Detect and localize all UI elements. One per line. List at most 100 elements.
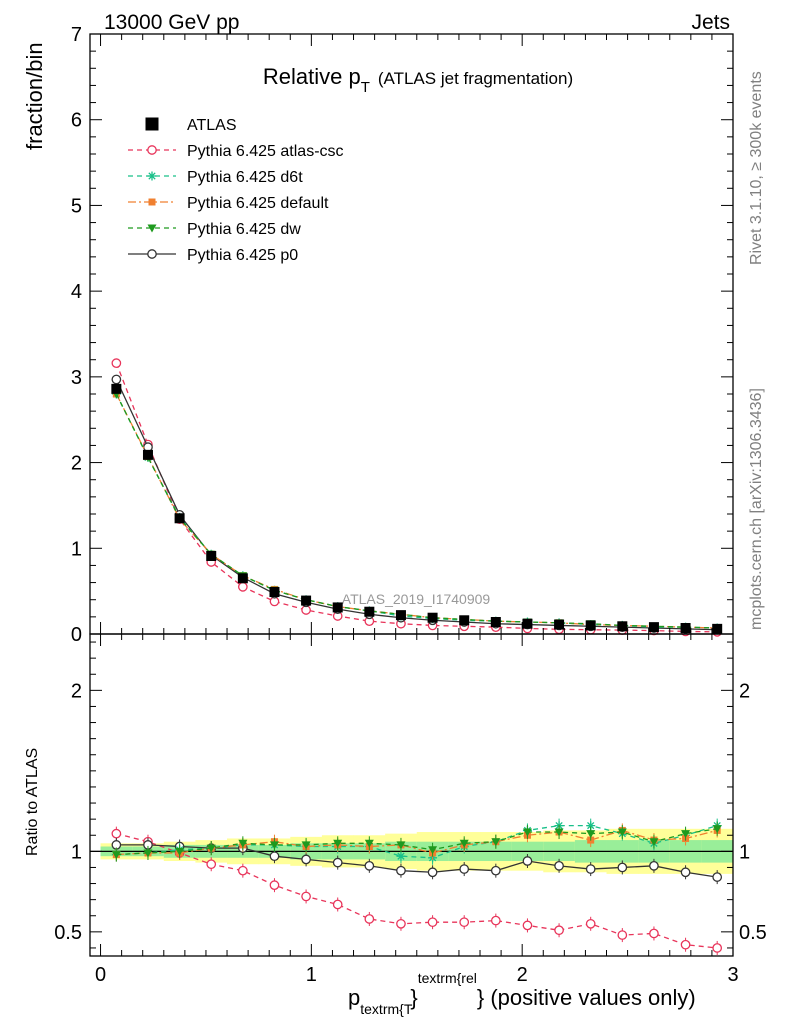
main-title: Relative pT (ATLAS jet fragmentation) [263,64,573,96]
legend-marker-d6t [147,171,157,181]
ratio-point-p0 [617,862,628,873]
ratio-frame [89,633,734,957]
legend-label-default: Pythia 6.425 default [187,195,329,212]
ratio-y-tick-label-left: 2 [71,680,82,702]
ratio-point-atlas_csc [427,917,438,928]
main-point-atlas [269,587,280,597]
main-point-atlas [427,612,438,623]
ratio-point-dw [364,839,374,848]
ratio-point-d6t [396,851,406,861]
ratio-point-atlas_csc [617,930,628,940]
legend-label-d6t: Pythia 6.425 d6t [187,169,303,186]
legend-marker-atlas [145,117,159,131]
legend-label-atlas_csc: Pythia 6.425 atlas-csc [187,143,344,160]
ratio-y-tick-label-right: 1 [739,841,750,863]
main-line-dw [115,393,718,629]
main-y-tick-label: 7 [71,24,82,46]
ratio-y-tick-label-left: 0.5 [54,922,82,944]
ratio-point-atlas_csc [269,880,280,891]
ratio-point-p0 [680,867,691,878]
main-line-atlas_csc [115,362,718,633]
header-energy-label: 13000 GeV pp [104,11,239,34]
ratio-plot-area [90,818,733,955]
main-y-tick-label: 5 [71,195,82,217]
ratio-point-dw [522,828,532,837]
ratio-point-atlas_csc [364,914,375,924]
ratio-point-p0 [522,856,533,866]
main-line-p0 [115,379,718,631]
ratio-series-dw [111,821,722,862]
main-point-atlas [459,615,470,626]
main-y-tick-label: 0 [71,624,82,646]
ratio-point-atlas_csc [712,943,723,953]
ratio-point-p0 [490,865,501,876]
main-point-atlas [111,383,122,394]
main-y-axis-label: fraction/bin [22,42,47,150]
ratio-line-atlas_csc [116,833,718,949]
ratio-point-dw [554,828,564,837]
ratio-point-p0 [459,864,470,874]
main-point-atlas_csc [111,358,122,368]
ratio-point-dw [111,851,121,860]
ratio-point-dw [396,841,406,850]
main-point-atlas [522,618,533,629]
main-point-atlas [364,606,375,617]
ratio-point-p0 [649,860,659,871]
ratio-point-dw [175,847,185,856]
ratio-point-p0 [269,851,280,862]
main-point-atlas [680,623,691,633]
ratio-y-tick-label-right: 2 [739,680,750,702]
main-y-tick-label: 4 [71,281,82,303]
main-point-atlas [648,622,659,633]
analysis-watermark: ATLAS_2019_I1740909 [342,591,491,607]
ratio-point-dw [269,841,279,850]
legend-marker-atlas_csc [147,145,157,155]
ratio-y-tick-label-left: 1 [71,841,82,863]
ratio-point-atlas_csc [649,928,659,939]
ratio-point-p0 [301,854,311,865]
ratio-point-dw [681,830,691,839]
main-point-atlas [712,623,723,634]
main-point-atlas [490,617,501,627]
ratio-point-dw [301,841,311,850]
legend-item-d6t: Pythia 6.425 d6t [128,169,303,186]
legend-item-atlas_csc: Pythia 6.425 atlas-csc [128,143,344,160]
main-point-atlas [174,513,185,524]
ratio-point-dw [333,839,343,848]
ratio-point-dw [649,838,659,847]
ratio-y-axis-label: Ratio to ATLAS [24,748,41,856]
ratio-point-p0 [712,872,723,882]
ratio-point-dw [459,839,469,848]
legend-marker-default [148,198,156,206]
ratio-point-p0 [396,865,406,876]
main-point-atlas [617,621,628,632]
header-process-label: Jets [691,11,730,34]
main-point-atlas [237,573,248,584]
ratio-point-p0 [332,857,343,868]
ratio-point-atlas_csc [459,917,470,928]
legend-label-atlas: ATLAS [187,117,237,134]
ratio-point-atlas_csc [332,899,343,910]
ratio-point-dw [143,849,153,858]
mcplots-source-label: mcplots.cern.ch [arXiv:1306.3436] [748,388,765,630]
main-point-atlas_csc [237,582,248,592]
ratio-point-p0 [585,864,596,874]
legend: ATLAS Pythia 6.425 atlas-csc Pythia 6.425 … [128,117,344,264]
main-point-atlas [585,620,596,631]
ratio-y-tick-label-right: 0.5 [739,922,767,944]
main-point-atlas [332,602,343,613]
ratio-point-dw [491,838,501,847]
ratio-x-tick-label: 0 [95,964,106,986]
ratio-point-dw [206,844,216,853]
legend-label-p0: Pythia 6.425 p0 [187,247,298,264]
main-point-atlas [301,595,312,606]
ratio-point-dw [712,825,722,834]
ratio-point-p0 [364,860,375,871]
ratio-x-tick-label: 2 [517,964,528,986]
ratio-point-atlas_csc [301,891,311,902]
legend-item-p0: Pythia 6.425 p0 [128,247,298,264]
ratio-point-p0 [554,860,564,871]
ratio-point-atlas_csc [585,918,596,929]
main-y-tick-label: 3 [71,367,82,389]
